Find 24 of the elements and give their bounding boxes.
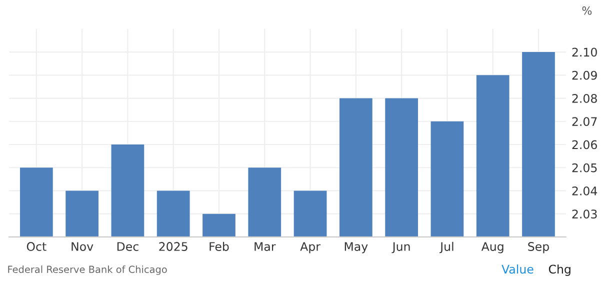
y-tick-label: 2.03 [572, 210, 597, 219]
x-tick-label: 2025 [159, 242, 188, 251]
x-tick-label: Dec [117, 242, 138, 251]
x-tick-label: Oct [26, 242, 46, 251]
x-tick-label: Sep [528, 242, 549, 254]
y-tick-label: 2.05 [572, 163, 597, 172]
text: Chg [548, 264, 570, 276]
x-tick-label: Jul [439, 242, 454, 254]
y-tick-label: 2.08 [572, 94, 597, 103]
y-tick-label: 2.04 [572, 186, 598, 196]
text: Value [502, 264, 534, 274]
x-tick-label: Jun [392, 242, 410, 254]
x-tick-label: Apr [300, 242, 320, 254]
y-tick-label: 2.06 [572, 140, 597, 150]
y-tick-label: 2.10 [572, 48, 597, 57]
y-tick-label: 2.09 [572, 70, 597, 80]
x-tick-label: May [344, 242, 368, 254]
text: Federal Reserve Bank of Chicago [8, 266, 167, 275]
y-tick-label: 2.07 [572, 117, 597, 126]
x-tick-label: Mar [254, 242, 276, 251]
x-tick-label: Aug [481, 242, 504, 254]
y-axis-title: % [582, 6, 592, 15]
x-tick-label: Nov [72, 242, 94, 251]
x-tick-label: Feb [210, 242, 229, 251]
